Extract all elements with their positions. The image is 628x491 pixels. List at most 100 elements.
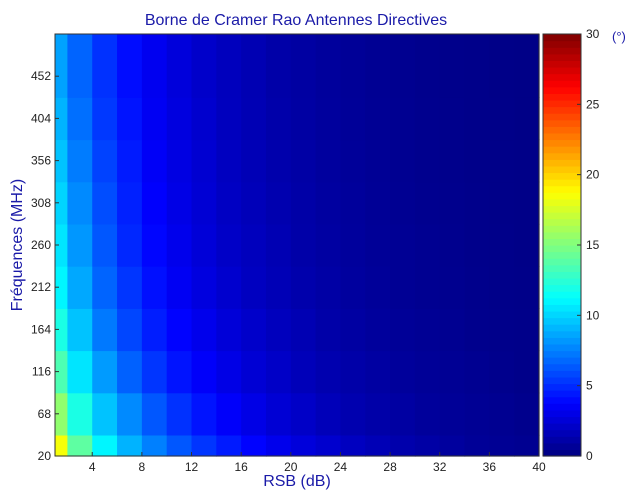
heatmap-cell [216, 34, 242, 98]
heatmap-cell [414, 350, 441, 394]
heatmap-cell [464, 392, 490, 436]
heatmap-cell [92, 308, 118, 352]
heatmap-cell [55, 266, 69, 309]
colorbar-band [543, 449, 581, 457]
heatmap-cell [191, 308, 217, 352]
heatmap-cell [439, 139, 466, 183]
y-tick-label: 308 [31, 196, 51, 210]
heatmap-cell [241, 97, 267, 141]
heatmap-cell [55, 350, 69, 394]
heatmap-cell [67, 350, 93, 394]
colorbar-tick-label: 10 [586, 308, 600, 322]
colorbar-band [543, 192, 581, 200]
heatmap-cell [141, 308, 168, 352]
x-tick-label: 32 [433, 460, 447, 474]
heatmap-cell [117, 34, 143, 98]
heatmap-cell [439, 350, 466, 394]
heatmap-cell [55, 34, 69, 98]
colorbar-band [543, 60, 581, 68]
heatmap-cell [265, 223, 292, 267]
heatmap-cell [514, 181, 540, 225]
heatmap-cell [216, 308, 242, 352]
heatmap-cell [414, 434, 441, 457]
heatmap-cell [55, 392, 69, 436]
heatmap-cell [390, 350, 416, 394]
colorbar-band [543, 146, 581, 154]
heatmap-cell [340, 434, 366, 457]
heatmap-cell [390, 139, 416, 183]
colorbar-band [543, 310, 581, 319]
heatmap-cell [216, 266, 242, 309]
colorbar-band [543, 304, 581, 312]
heatmap-cell [514, 97, 540, 141]
colorbar-tick-label: 15 [586, 238, 600, 252]
colorbar-band [543, 403, 581, 411]
heatmap-cell [489, 392, 515, 436]
heatmap-cell [439, 392, 466, 436]
colorbar-band [543, 429, 581, 437]
heatmap-cell [365, 181, 391, 225]
x-axis-ticks: 4 8 12 16 20 24 28 32 36 40 [89, 452, 546, 474]
heatmap-cell [489, 181, 515, 225]
heatmap-cell [290, 181, 317, 225]
colorbar-band [543, 343, 581, 352]
colorbar-band [543, 165, 581, 174]
heatmap-cell [439, 223, 466, 267]
heatmap-cell [241, 181, 267, 225]
heatmap-cell [67, 139, 93, 183]
heatmap-cell [514, 434, 540, 457]
heatmap-cell [340, 308, 366, 352]
colorbar-band [543, 363, 581, 371]
heatmap-cell [141, 350, 168, 394]
heatmap-cell [117, 97, 143, 141]
heatmap-cell [390, 34, 416, 98]
heatmap-cell [92, 223, 118, 267]
colorbar-band [543, 185, 581, 193]
heatmap-cell [191, 34, 217, 98]
heatmap-cell [514, 350, 540, 394]
heatmap-cell [166, 266, 193, 309]
colorbar-band [543, 40, 581, 48]
heatmap-cell [166, 34, 193, 98]
heatmap-cell [67, 308, 93, 352]
colorbar-tick-label: 0 [586, 449, 593, 463]
heatmap-cell [365, 34, 391, 98]
y-tick-label: 116 [32, 365, 51, 379]
heatmap-cell [265, 308, 292, 352]
heatmap-cell [365, 266, 391, 309]
heatmap-cell [265, 34, 292, 98]
heatmap-cell [464, 34, 490, 98]
heatmap-cell [290, 308, 317, 352]
heatmap-cell [439, 434, 466, 457]
heatmap-cell [489, 308, 515, 352]
heatmap-cell [141, 434, 168, 457]
heatmap-cell [489, 34, 515, 98]
heatmap-cell [365, 97, 391, 141]
heatmap-cell [414, 97, 441, 141]
heatmap-cell [216, 139, 242, 183]
heatmap-cell [315, 434, 342, 457]
heatmap-cell [241, 434, 267, 457]
heatmap-cell [265, 434, 292, 457]
colorbar-band [543, 416, 581, 424]
colorbar-band [543, 297, 581, 305]
heatmap-cell [390, 266, 416, 309]
heatmap-cell [414, 392, 441, 436]
heatmap-cell [464, 308, 490, 352]
heatmap-cell [290, 266, 317, 309]
heatmap-cell [464, 139, 490, 183]
colorbar-band [543, 245, 581, 253]
heatmap-cell [117, 266, 143, 309]
colorbar-band [543, 205, 581, 213]
heatmap-cell [514, 139, 540, 183]
heatmap-cell [464, 434, 490, 457]
colorbar-band [543, 436, 581, 444]
colorbar-band [543, 350, 581, 358]
colorbar-band [543, 251, 581, 259]
heatmap-cell [414, 308, 441, 352]
heatmap-cell [489, 97, 515, 141]
colorbar-band [543, 106, 581, 114]
heatmap-cell [166, 97, 193, 141]
heatmap-cell [166, 181, 193, 225]
heatmap-cell [67, 97, 93, 141]
